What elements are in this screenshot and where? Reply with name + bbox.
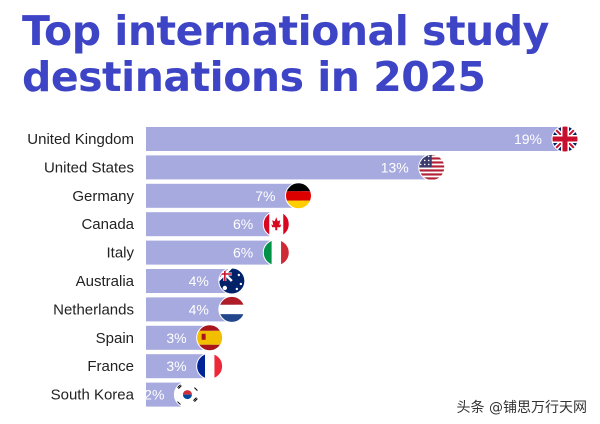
bar-united-kingdom bbox=[146, 127, 568, 151]
value-label-united-kingdom: 19% bbox=[514, 131, 542, 147]
bar-italy bbox=[146, 240, 280, 265]
uk-flag-icon bbox=[551, 125, 579, 153]
watermark: 头条 @铺思万行天网 bbox=[453, 396, 590, 418]
value-label-italy: 6% bbox=[233, 245, 253, 261]
category-label-south-korea: South Korea bbox=[51, 387, 135, 404]
category-label-netherlands: Netherlands bbox=[53, 301, 134, 318]
value-label-germany: 7% bbox=[255, 188, 275, 204]
chart-title: Top international study destinations in … bbox=[22, 8, 592, 100]
italy-flag-icon bbox=[262, 239, 290, 267]
category-label-france: France bbox=[87, 358, 134, 375]
value-label-france: 3% bbox=[166, 358, 186, 374]
spain-flag-icon bbox=[196, 324, 224, 352]
bar-canada bbox=[146, 212, 280, 237]
value-label-netherlands: 4% bbox=[189, 301, 209, 317]
france-flag-icon bbox=[196, 352, 224, 380]
germany-flag-icon bbox=[284, 182, 312, 210]
category-label-united-states: United States bbox=[44, 159, 134, 176]
australia-flag-icon bbox=[218, 267, 246, 295]
value-label-spain: 3% bbox=[166, 330, 186, 346]
south-korea-flag-icon bbox=[173, 381, 201, 409]
category-label-canada: Canada bbox=[81, 216, 134, 233]
value-label-south-korea: 2% bbox=[144, 387, 164, 403]
value-label-united-states: 13% bbox=[381, 159, 409, 175]
title-line-2: destinations in 2025 bbox=[22, 53, 486, 101]
netherlands-flag-icon bbox=[218, 295, 246, 323]
bar-germany bbox=[146, 183, 302, 208]
value-label-canada: 6% bbox=[233, 216, 253, 232]
bar-united-states bbox=[146, 155, 435, 180]
category-label-italy: Italy bbox=[106, 245, 134, 262]
category-label-germany: Germany bbox=[72, 188, 134, 205]
title-line-1: Top international study bbox=[22, 7, 549, 55]
canada-flag-icon bbox=[262, 210, 290, 238]
category-label-spain: Spain bbox=[96, 330, 134, 347]
bar-chart: United Kingdom 19% United States 13% Germany… bbox=[27, 125, 579, 409]
value-label-australia: 4% bbox=[189, 273, 209, 289]
category-label-united-kingdom: United Kingdom bbox=[27, 131, 134, 148]
category-label-australia: Australia bbox=[76, 273, 135, 290]
